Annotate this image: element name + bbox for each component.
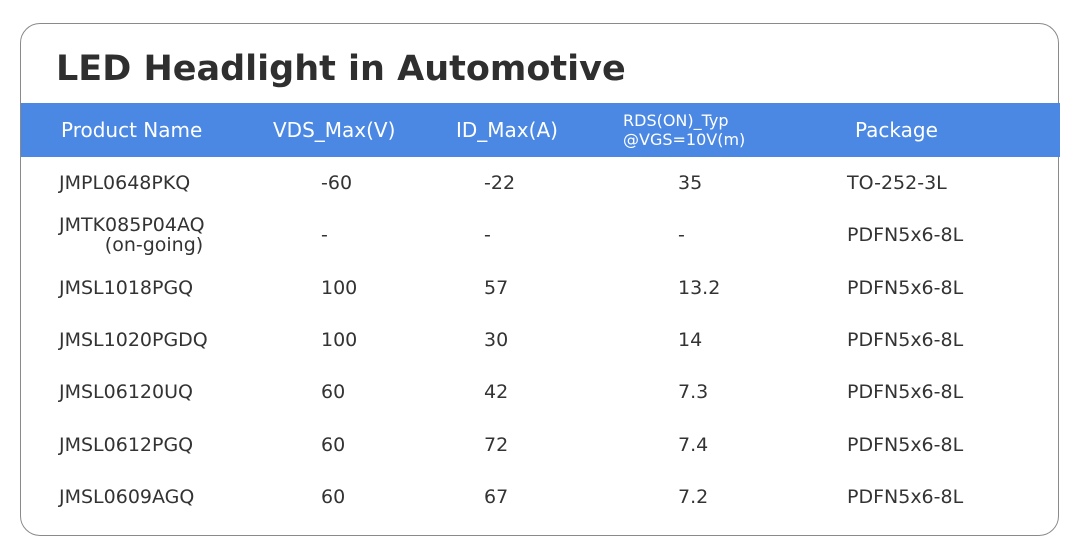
table-header: Product Name VDS_Max(V) ID_Max(A) RDS(ON…: [21, 103, 1060, 157]
header-rds-line1: RDS(ON)_Typ: [623, 111, 729, 130]
cell-rds-on: 7.4: [678, 433, 709, 456]
page-title: LED Headlight in Automotive: [56, 49, 626, 89]
cell-rds-on: 13.2: [678, 276, 721, 299]
cell-product-name: JMSL06120UQ: [59, 381, 193, 404]
cell-vds-max: 60: [321, 381, 346, 404]
cell-id-max: 30: [484, 329, 509, 352]
cell-package: PDFN5x6-8L: [847, 485, 964, 508]
header-id-max: ID_Max(A): [456, 118, 558, 142]
cell-package: PDFN5x6-8L: [847, 433, 964, 456]
cell-product-name: JMSL0609AGQ: [59, 485, 195, 508]
cell-vds-max: -60: [321, 172, 353, 195]
cell-package: PDFN5x6-8L: [847, 329, 964, 352]
cell-product-name: JMSL1020PGDQ: [59, 329, 208, 352]
cell-vds-max: -: [321, 224, 328, 247]
cell-product-name: JMPL0648PKQ: [59, 172, 191, 195]
product-name-line1: JMTK085P04AQ: [59, 214, 205, 237]
cell-rds-on: 14: [678, 329, 703, 352]
cell-package: PDFN5x6-8L: [847, 276, 964, 299]
table-row: JMSL1020PGDQ 100 30 14 PDFN5x6-8L: [21, 314, 1060, 366]
cell-vds-max: 60: [321, 485, 346, 508]
table-row: JMSL0612PGQ 60 72 7.4 PDFN5x6-8L: [21, 418, 1060, 470]
header-vds-max: VDS_Max(V): [273, 118, 396, 142]
table-row: JMSL06120UQ 60 42 7.3 PDFN5x6-8L: [21, 366, 1060, 418]
cell-package: PDFN5x6-8L: [847, 224, 964, 247]
table-row: JMPL0648PKQ -60 -22 35 TO-252-3L: [21, 157, 1060, 209]
cell-product-name: JMSL1018PGQ: [59, 276, 194, 299]
table-row: JMSL1018PGQ 100 57 13.2 PDFN5x6-8L: [21, 262, 1060, 314]
cell-id-max: 42: [484, 381, 509, 404]
cell-id-max: 72: [484, 433, 509, 456]
cell-id-max: 57: [484, 276, 509, 299]
cell-id-max: 67: [484, 485, 509, 508]
header-product-name: Product Name: [61, 118, 203, 142]
cell-product-name: JMSL0612PGQ: [59, 433, 194, 456]
cell-package: PDFN5x6-8L: [847, 381, 964, 404]
cell-rds-on: 7.2: [678, 485, 709, 508]
cell-vds-max: 60: [321, 433, 346, 456]
cell-rds-on: -: [678, 224, 685, 247]
product-name-status: (on-going): [104, 234, 204, 257]
table-row: JMTK085P04AQ (on-going) - - - PDFN5x6-8L: [21, 209, 1060, 261]
header-rds-line2: @VGS=10V(m): [623, 130, 746, 149]
header-package: Package: [855, 118, 938, 142]
cell-vds-max: 100: [321, 329, 358, 352]
cell-product-name: JMTK085P04AQ (on-going): [59, 209, 249, 261]
table-row: JMSL0609AGQ 60 67 7.2 PDFN5x6-8L: [21, 471, 1060, 523]
cell-rds-on: 7.3: [678, 381, 709, 404]
cell-id-max: -: [484, 224, 491, 247]
cell-vds-max: 100: [321, 276, 358, 299]
cell-package: TO-252-3L: [847, 172, 947, 195]
header-rds-on: RDS(ON)_Typ @VGS=10V(m): [623, 103, 745, 157]
cell-rds-on: 35: [678, 172, 703, 195]
cell-id-max: -22: [484, 172, 516, 195]
table-body: JMPL0648PKQ -60 -22 35 TO-252-3L JMTK085…: [21, 157, 1060, 523]
